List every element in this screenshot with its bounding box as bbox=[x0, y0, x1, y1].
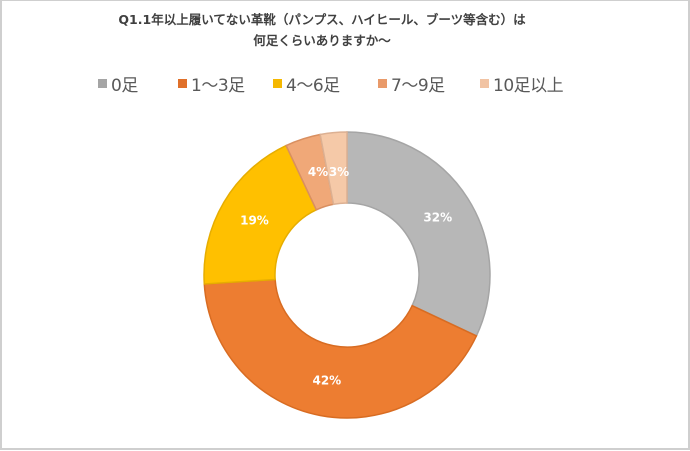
data-label-1: 42% bbox=[312, 374, 341, 388]
legend-marker-icon bbox=[378, 78, 387, 88]
data-label-0: 32% bbox=[423, 210, 452, 224]
legend-label: 1〜3足 bbox=[191, 75, 245, 96]
legend-label: 0足 bbox=[111, 75, 138, 96]
legend-item-0: 0足 bbox=[98, 68, 138, 98]
legend-label: 7〜9足 bbox=[391, 75, 445, 96]
legend-item-2: 4〜6足 bbox=[273, 68, 340, 98]
legend-label: 4〜6足 bbox=[286, 75, 340, 96]
legend-marker-icon bbox=[480, 78, 489, 88]
legend-marker-icon bbox=[98, 78, 107, 88]
chart-title: Q1.1年以上履いてない革靴（パンプス、ハイヒール、ブーツ等含む）は 何足くらい… bbox=[2, 9, 642, 51]
legend-item-4: 10足以上 bbox=[480, 68, 564, 98]
chart-title-line-1: Q1.1年以上履いてない革靴（パンプス、ハイヒール、ブーツ等含む）は bbox=[118, 12, 526, 27]
legend-item-3: 7〜9足 bbox=[378, 68, 445, 98]
data-label-4: 3% bbox=[329, 165, 349, 179]
data-label-3: 4% bbox=[308, 165, 328, 179]
legend-marker-icon bbox=[273, 78, 282, 88]
legend-marker-icon bbox=[178, 78, 187, 88]
doughnut-data-labels: 32% 42% 19% 4% 3% bbox=[240, 165, 452, 388]
slice-4 bbox=[319, 131, 348, 206]
data-label-2: 19% bbox=[240, 213, 269, 227]
legend-label: 10足以上 bbox=[493, 75, 564, 96]
legend-item-1: 1〜3足 bbox=[178, 68, 245, 98]
slice-0 bbox=[346, 131, 491, 337]
slice-1 bbox=[203, 278, 478, 419]
slice-2 bbox=[203, 144, 318, 285]
chart-legend: 0足 1〜3足 4〜6足 7〜9足 10足以上 bbox=[2, 68, 690, 98]
doughnut-slices bbox=[203, 131, 491, 419]
chart-title-line-2: 何足くらいありますか〜 bbox=[253, 33, 391, 48]
